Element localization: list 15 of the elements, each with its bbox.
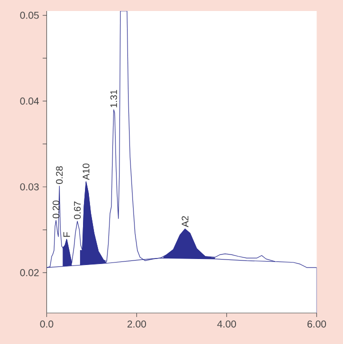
annotation: 0.67 [74, 202, 81, 220]
y-tick-label: 0.02 [20, 269, 39, 276]
annotation: 1.31 [110, 90, 118, 108]
annotation: A10 [82, 164, 90, 180]
x-tick-label: 0.0 [40, 320, 54, 328]
annotation: A2 [182, 216, 188, 228]
x-tick-label: 2.00 [128, 320, 146, 328]
y-tick-label: 0.03 [20, 183, 39, 190]
x-tick-label: 6.00 [308, 320, 326, 328]
annotation: 0.20 [52, 200, 60, 218]
y-tick-label: 0.04 [20, 98, 39, 105]
annotation: F [63, 232, 70, 237]
x-tick-label: 4.00 [217, 320, 236, 328]
y-tick-label: 0.05 [20, 12, 39, 19]
annotation: 0.28 [56, 166, 63, 184]
